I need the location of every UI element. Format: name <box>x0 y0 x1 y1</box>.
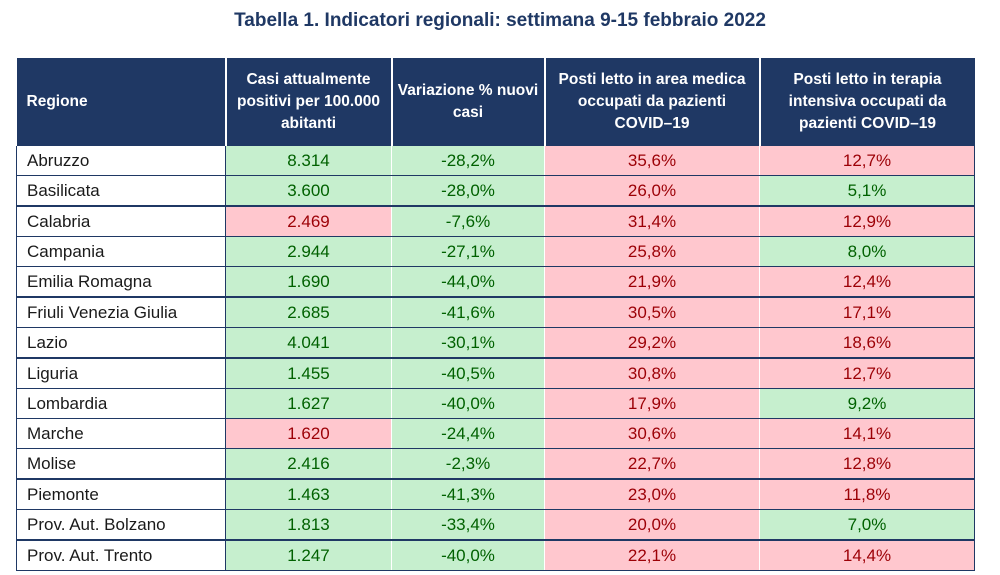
table-title: Tabella 1. Indicatori regionali: settima… <box>234 10 766 31</box>
regional-indicators-table: Regione Casi attualmente positivi per 10… <box>16 58 975 571</box>
casi-positivi-cell: 8.314 <box>225 146 392 176</box>
variazione-cell: -44,0% <box>391 266 545 298</box>
area-medica-cell: 25,8% <box>544 236 760 267</box>
table-body: Abruzzo 8.314 -28,2% 35,6% 12,7% Basilicata 3.… <box>16 146 975 571</box>
variazione-cell: -28,2% <box>391 146 545 176</box>
terapia-intensiva-cell: 17,1% <box>759 297 975 328</box>
variazione-cell: -24,4% <box>391 418 545 449</box>
terapia-intensiva-cell: 12,8% <box>759 448 975 480</box>
terapia-intensiva-cell: 14,4% <box>759 540 975 571</box>
region-name-cell: Marche <box>16 418 226 449</box>
casi-positivi-cell: 1.247 <box>225 540 392 571</box>
variazione-cell: -40,0% <box>391 388 545 419</box>
table-row: Piemonte 1.463 -41,3% 23,0% 11,8% <box>16 479 975 510</box>
variazione-cell: -40,0% <box>391 540 545 571</box>
table-row: Campania 2.944 -27,1% 25,8% 8,0% <box>16 236 975 267</box>
area-medica-cell: 30,8% <box>544 358 760 389</box>
variazione-cell: -7,6% <box>391 206 545 237</box>
area-medica-cell: 30,5% <box>544 297 760 328</box>
terapia-intensiva-cell: 12,7% <box>759 358 975 389</box>
casi-positivi-cell: 2.416 <box>225 448 392 480</box>
region-name-cell: Friuli Venezia Giulia <box>16 297 226 328</box>
region-name-cell: Piemonte <box>16 479 226 510</box>
variazione-cell: -30,1% <box>391 327 545 359</box>
area-medica-cell: 22,1% <box>544 540 760 571</box>
terapia-intensiva-cell: 12,9% <box>759 206 975 237</box>
terapia-intensiva-cell: 5,1% <box>759 175 975 207</box>
region-name-cell: Lombardia <box>16 388 226 419</box>
casi-positivi-cell: 1.463 <box>225 479 392 510</box>
table-row: Prov. Aut. Trento 1.247 -40,0% 22,1% 14,4% <box>16 540 975 571</box>
terapia-intensiva-cell: 12,4% <box>759 266 975 298</box>
region-name-cell: Prov. Aut. Bolzano <box>16 509 226 541</box>
region-name-cell: Lazio <box>16 327 226 359</box>
casi-positivi-cell: 4.041 <box>225 327 392 359</box>
region-name-cell: Campania <box>16 236 226 267</box>
area-medica-cell: 29,2% <box>544 327 760 359</box>
area-medica-cell: 22,7% <box>544 448 760 480</box>
area-medica-cell: 23,0% <box>544 479 760 510</box>
terapia-intensiva-cell: 8,0% <box>759 236 975 267</box>
table-row: Prov. Aut. Bolzano 1.813 -33,4% 20,0% 7,0% <box>16 509 975 541</box>
terapia-intensiva-cell: 18,6% <box>759 327 975 359</box>
table-row: Emilia Romagna 1.690 -44,0% 21,9% 12,4% <box>16 266 975 298</box>
variazione-cell: -41,6% <box>391 297 545 328</box>
casi-positivi-cell: 3.600 <box>225 175 392 207</box>
region-name-cell: Calabria <box>16 206 226 237</box>
terapia-intensiva-cell: 9,2% <box>759 388 975 419</box>
table-row: Abruzzo 8.314 -28,2% 35,6% 12,7% <box>16 146 975 176</box>
table-row: Molise 2.416 -2,3% 22,7% 12,8% <box>16 448 975 480</box>
table-row: Friuli Venezia Giulia 2.685 -41,6% 30,5% 17,… <box>16 297 975 328</box>
table-row: Basilicata 3.600 -28,0% 26,0% 5,1% <box>16 175 975 207</box>
casi-positivi-cell: 1.690 <box>225 266 392 298</box>
header-casi-positivi: Casi attualmente positivi per 100.000 ab… <box>225 58 393 146</box>
header-area-medica: Posti letto in area medica occupati da p… <box>544 58 761 146</box>
terapia-intensiva-cell: 14,1% <box>759 418 975 449</box>
casi-positivi-cell: 1.627 <box>225 388 392 419</box>
casi-positivi-cell: 1.813 <box>225 509 392 541</box>
header-terapia-intensiva: Posti letto in terapia intensiva occupat… <box>759 58 975 146</box>
area-medica-cell: 35,6% <box>544 146 760 176</box>
region-name-cell: Prov. Aut. Trento <box>16 540 226 571</box>
header-regione: Regione <box>16 58 227 146</box>
region-name-cell: Abruzzo <box>16 146 226 176</box>
casi-positivi-cell: 1.455 <box>225 358 392 389</box>
header-row: Regione Casi attualmente positivi per 10… <box>16 58 975 146</box>
terapia-intensiva-cell: 12,7% <box>759 146 975 176</box>
region-name-cell: Molise <box>16 448 226 480</box>
variazione-cell: -41,3% <box>391 479 545 510</box>
header-variazione-nuovi-casi: Variazione % nuovi casi <box>391 58 546 146</box>
variazione-cell: -28,0% <box>391 175 545 207</box>
variazione-cell: -33,4% <box>391 509 545 541</box>
terapia-intensiva-cell: 7,0% <box>759 509 975 541</box>
casi-positivi-cell: 2.469 <box>225 206 392 237</box>
region-name-cell: Basilicata <box>16 175 226 207</box>
area-medica-cell: 26,0% <box>544 175 760 207</box>
table-row: Marche 1.620 -24,4% 30,6% 14,1% <box>16 418 975 449</box>
region-name-cell: Emilia Romagna <box>16 266 226 298</box>
area-medica-cell: 21,9% <box>544 266 760 298</box>
table-row: Liguria 1.455 -40,5% 30,8% 12,7% <box>16 358 975 389</box>
table-row: Calabria 2.469 -7,6% 31,4% 12,9% <box>16 206 975 237</box>
area-medica-cell: 20,0% <box>544 509 760 541</box>
variazione-cell: -27,1% <box>391 236 545 267</box>
region-name-cell: Liguria <box>16 358 226 389</box>
table-row: Lombardia 1.627 -40,0% 17,9% 9,2% <box>16 388 975 419</box>
casi-positivi-cell: 2.685 <box>225 297 392 328</box>
area-medica-cell: 30,6% <box>544 418 760 449</box>
variazione-cell: -2,3% <box>391 448 545 480</box>
area-medica-cell: 31,4% <box>544 206 760 237</box>
area-medica-cell: 17,9% <box>544 388 760 419</box>
casi-positivi-cell: 1.620 <box>225 418 392 449</box>
casi-positivi-cell: 2.944 <box>225 236 392 267</box>
terapia-intensiva-cell: 11,8% <box>759 479 975 510</box>
table-row: Lazio 4.041 -30,1% 29,2% 18,6% <box>16 327 975 359</box>
variazione-cell: -40,5% <box>391 358 545 389</box>
